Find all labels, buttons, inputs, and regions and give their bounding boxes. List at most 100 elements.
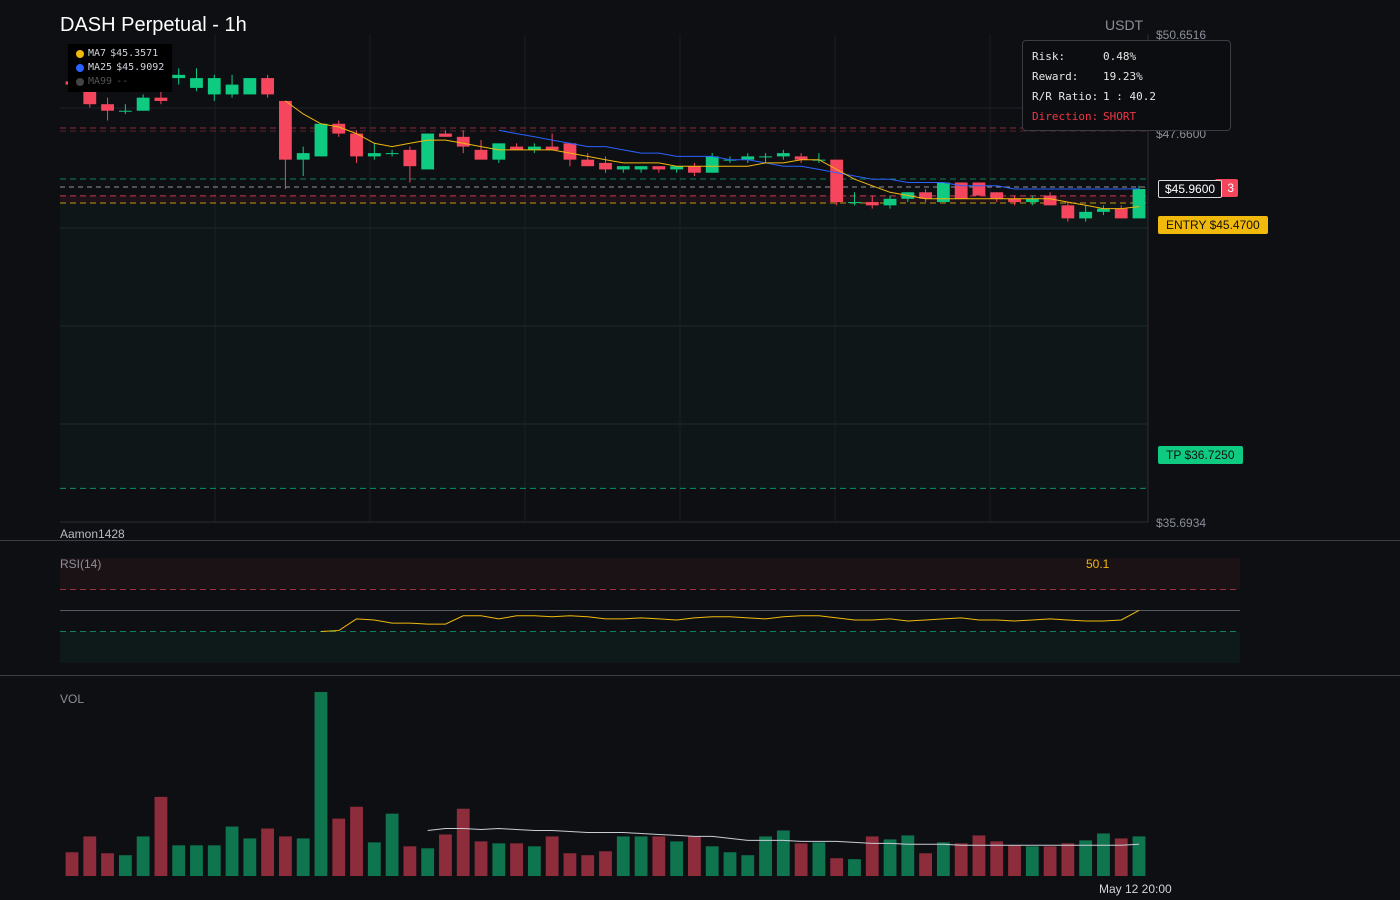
rsi-label: RSI(14) xyxy=(60,557,102,571)
ma7-legend-row: MA7 $45.3571 xyxy=(76,47,164,61)
volume-bar xyxy=(261,828,275,876)
volume-bar xyxy=(314,692,328,876)
time-axis-label: May 12 20:00 xyxy=(1099,882,1172,896)
candle-body xyxy=(172,74,186,79)
candle-body xyxy=(421,133,435,170)
rsi-value: 50.1 xyxy=(1086,557,1110,571)
candle-body xyxy=(616,166,630,170)
volume-bar xyxy=(883,839,897,876)
candle-body xyxy=(350,133,363,157)
candle-body xyxy=(776,153,790,157)
price-panel xyxy=(60,34,1149,523)
volume-bar xyxy=(225,826,239,876)
reward-zone xyxy=(60,203,1148,489)
candle-body xyxy=(154,97,168,101)
volume-bar xyxy=(1008,845,1021,876)
volume-bar xyxy=(634,836,648,876)
risk-value: 0.48% xyxy=(1103,49,1137,63)
quote-currency: USDT xyxy=(1105,17,1144,33)
candle-body xyxy=(1008,198,1021,203)
volume-bar xyxy=(688,836,701,876)
volume-bar xyxy=(350,806,363,876)
candle-body xyxy=(581,159,595,167)
candle-body xyxy=(972,182,986,196)
volume-bar xyxy=(545,836,559,876)
volume-bar xyxy=(243,838,257,876)
candle-body xyxy=(278,100,292,160)
candle-body xyxy=(207,78,221,95)
volume-bar xyxy=(972,835,986,876)
volume-bar xyxy=(936,842,950,876)
volume-bar xyxy=(332,818,346,876)
candle-body xyxy=(830,159,844,203)
ma99-legend-row: MA99 -- xyxy=(76,75,164,89)
volume-bar xyxy=(83,836,97,876)
volume-bar xyxy=(65,852,79,876)
candle-body xyxy=(456,136,470,147)
volume-bar xyxy=(723,852,737,876)
volume-bar xyxy=(439,834,452,876)
ratio-row: R/R Ratio: 1 : 40.2 xyxy=(1032,86,1221,106)
ratio-value: 1 : 40.2 xyxy=(1103,89,1156,103)
candle-body xyxy=(794,156,808,160)
candle-body xyxy=(634,166,648,170)
candle-body xyxy=(225,84,239,95)
volume-bar xyxy=(848,859,861,876)
volume-bar xyxy=(421,848,435,876)
volume-ma-line xyxy=(427,827,1140,846)
candle-body xyxy=(1079,211,1093,219)
volume-bar xyxy=(296,838,310,876)
volume-bar xyxy=(581,855,595,876)
candle-body xyxy=(492,143,506,160)
candle-body xyxy=(1025,198,1039,203)
volume-bar xyxy=(278,836,292,876)
candle-body xyxy=(688,166,701,173)
ma-legend: MA7 $45.3571 MA25 $45.9092 MA99 -- xyxy=(68,44,173,92)
volume-bar xyxy=(830,858,844,876)
volume-bar xyxy=(563,853,577,876)
candle-body xyxy=(848,202,861,204)
ma25-label: MA25 xyxy=(88,62,113,73)
candle-body xyxy=(314,123,328,157)
volume-bar xyxy=(510,843,523,876)
volume-bar xyxy=(136,836,150,876)
candle-body xyxy=(1114,208,1128,219)
rsi-line xyxy=(320,609,1140,632)
candle-body xyxy=(865,202,879,206)
candle-body xyxy=(1132,189,1146,219)
candle-body xyxy=(652,166,666,170)
candle-body xyxy=(261,78,275,95)
candle-body xyxy=(563,143,577,160)
volume-bar xyxy=(190,845,203,876)
volume-bar xyxy=(759,836,772,876)
volume-bar xyxy=(207,845,221,876)
volume-bar xyxy=(741,855,755,876)
volume-panel xyxy=(65,692,1146,876)
volume-bar xyxy=(954,843,968,876)
volume-bar xyxy=(492,843,506,876)
volume-bar xyxy=(1025,846,1039,876)
ma25-value: $45.9092 xyxy=(116,62,165,73)
risk-row: Risk: 0.48% xyxy=(1032,46,1221,66)
risk-zone xyxy=(60,195,1148,204)
author-watermark: Aamon1428 xyxy=(60,527,125,541)
volume-bar xyxy=(1079,840,1093,876)
ma25-legend-row: MA25 $45.9092 xyxy=(76,61,164,75)
ma7-value: $45.3571 xyxy=(110,48,159,59)
entry-price-tag: ENTRY $45.4700 xyxy=(1158,216,1268,234)
candle-body xyxy=(1043,195,1057,206)
reward-value: 19.23% xyxy=(1103,69,1143,83)
candle-body xyxy=(670,166,684,170)
volume-bar xyxy=(599,851,612,876)
volume-bar xyxy=(794,843,808,876)
candle-body xyxy=(385,153,399,155)
volume-bar xyxy=(403,846,417,876)
candle-body xyxy=(136,97,150,111)
volume-bar xyxy=(670,841,684,876)
ma25-line xyxy=(498,129,1140,190)
candle-body xyxy=(919,192,933,199)
ma99-label: MA99 xyxy=(88,76,113,87)
volume-label: VOL xyxy=(60,692,85,706)
panel-divider-volume xyxy=(0,675,1400,676)
candle-body xyxy=(332,123,346,134)
